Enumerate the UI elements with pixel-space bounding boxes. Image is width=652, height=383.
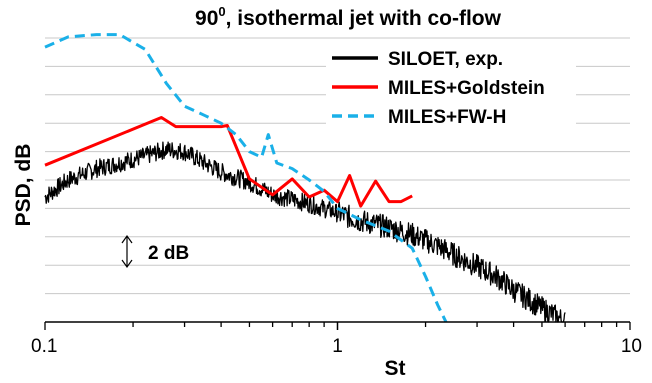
legend-label-goldstein: MILES+Goldstein [388,78,545,99]
series-line-siloet [44,141,566,323]
scale-annotation: 2 dB [121,234,189,269]
scale-arrow-down-icon [121,259,133,269]
legend: SILOET, exp. MILES+Goldstein MILES+FW-H [326,40,576,136]
chart-title: 900, isothermal jet with co-flow [195,4,502,30]
chart-title-number: 90 [195,7,218,30]
x-axis: 0.1 1 10 [31,321,642,357]
scale-annotation-label: 2 dB [148,243,189,264]
x-axis-label: St [385,357,406,380]
x-tick-label: 1 [332,336,343,357]
y-axis-label: PSD, dB [12,144,35,227]
chart-title-text: , isothermal jet with co-flow [226,7,502,30]
x-tick-label: 0.1 [31,336,57,357]
x-tick-label: 10 [621,336,642,357]
legend-label-siloet: SILOET, exp. [388,49,503,70]
chart-title-superscript: 0 [218,4,225,19]
legend-label-fwh: MILES+FW-H [388,107,506,128]
scale-arrow-up-icon [121,234,133,244]
data-series-layer [44,33,566,323]
series-line-fwh [44,33,448,323]
series-line-goldstein [44,116,413,208]
